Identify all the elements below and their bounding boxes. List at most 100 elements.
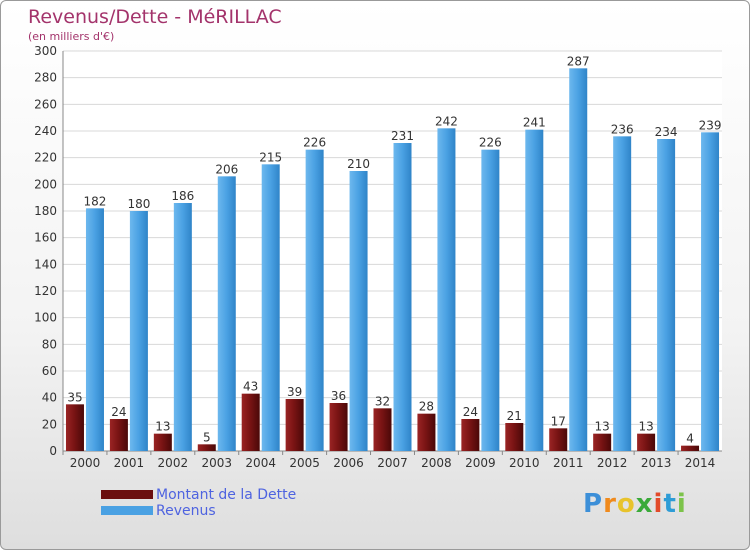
debt-value-label: 35 <box>67 390 82 404</box>
legend-swatch-revenue <box>101 506 153 515</box>
y-tick-label: 0 <box>49 444 57 458</box>
revenue-value-label: 242 <box>435 114 458 128</box>
logo-letter: o <box>616 489 636 519</box>
x-tick-label: 2000 <box>70 456 101 470</box>
y-tick-label: 220 <box>34 151 57 165</box>
debt-value-label: 39 <box>287 385 302 399</box>
logo-letter: i <box>653 489 664 519</box>
revenue-value-label: 186 <box>171 189 194 203</box>
revenue-value-label: 206 <box>215 162 238 176</box>
x-tick-label: 2007 <box>377 456 408 470</box>
debt-value-label: 13 <box>155 420 170 434</box>
revenue-bar <box>569 68 588 451</box>
logo-letter: r <box>603 489 617 519</box>
revenue-bar <box>481 149 500 451</box>
y-tick-label: 100 <box>34 311 57 325</box>
chart-subtitle: (en milliers d'€) <box>28 30 115 43</box>
legend-label-debt: Montant de la Dette <box>156 487 297 503</box>
revenue-value-label: 231 <box>391 129 414 143</box>
y-tick-label: 140 <box>34 257 57 271</box>
revenue-value-label: 287 <box>567 54 590 68</box>
revenue-bar <box>173 203 192 451</box>
debt-bar <box>417 413 436 451</box>
revenue-bar <box>129 211 148 451</box>
x-tick-label: 2005 <box>289 456 320 470</box>
x-tick-label: 2011 <box>553 456 584 470</box>
debt-bar <box>65 404 84 451</box>
y-tick-label: 60 <box>42 364 57 378</box>
x-tick-label: 2013 <box>641 456 672 470</box>
debt-value-label: 36 <box>331 389 346 403</box>
debt-value-label: 24 <box>463 405 478 419</box>
revenue-value-label: 226 <box>479 136 502 150</box>
debt-value-label: 17 <box>551 414 566 428</box>
logo-letter: t <box>663 489 677 519</box>
debt-bar <box>681 445 700 451</box>
revenue-bar <box>701 132 720 452</box>
y-tick-label: 20 <box>42 417 57 431</box>
x-tick-label: 2004 <box>245 456 276 470</box>
grid-lines <box>63 50 722 452</box>
axes: 0 20 40 60 80 100 120 140 160 180 200 220 240 260 280 3… <box>34 44 722 470</box>
x-tick-label: 2006 <box>333 456 364 470</box>
revenue-value-label: 236 <box>611 122 634 136</box>
y-tick-label: 300 <box>34 44 57 58</box>
debt-value-label: 43 <box>243 380 258 394</box>
revenue-bar <box>657 139 676 451</box>
debt-value-label: 5 <box>203 430 211 444</box>
debt-bar <box>593 433 612 451</box>
debt-bar <box>109 419 128 451</box>
debt-value-label: 13 <box>638 420 653 434</box>
debt-value-label: 24 <box>111 405 126 419</box>
revenue-bar <box>85 208 104 451</box>
debt-bar <box>637 433 656 451</box>
debt-bar <box>373 408 392 451</box>
revenue-bar <box>525 129 544 451</box>
x-tick-label: 2008 <box>421 456 452 470</box>
legend-swatch-debt <box>101 490 153 499</box>
plot-background <box>63 51 722 451</box>
y-tick-label: 80 <box>42 337 57 351</box>
revenue-value-label: 241 <box>523 116 546 130</box>
revenue-value-label: 182 <box>84 194 107 208</box>
revenue-bar <box>613 136 632 452</box>
y-tick-label: 160 <box>34 231 57 245</box>
revenue-bar <box>349 171 368 451</box>
y-tick-label: 200 <box>34 177 57 191</box>
proxiti-logo: Proxiti <box>583 489 687 519</box>
data-labels: 35 182 24 180 13 186 5 206 43 215 39 226 36 210 32 231 2… <box>67 54 721 445</box>
logo-letter: i <box>676 489 687 519</box>
x-tick-label: 2014 <box>685 456 716 470</box>
debt-value-label: 32 <box>375 394 390 408</box>
debt-bar <box>197 444 216 451</box>
y-tick-label: 180 <box>34 204 57 218</box>
x-tick-label: 2012 <box>597 456 628 470</box>
y-tick-label: 280 <box>34 71 57 85</box>
revenue-value-label: 234 <box>655 125 678 139</box>
debt-bar <box>505 423 524 451</box>
chart-title: Revenus/Dette - MéRILLAC <box>28 6 282 28</box>
revenue-bar <box>393 143 412 451</box>
y-tick-label: 240 <box>34 124 57 138</box>
y-tick-label: 40 <box>42 391 57 405</box>
x-tick-label: 2009 <box>465 456 496 470</box>
debt-bar <box>461 419 480 451</box>
debt-value-label: 4 <box>686 432 694 446</box>
debt-bar <box>241 393 260 451</box>
revenue-bar <box>217 176 236 452</box>
debt-bar <box>285 399 304 451</box>
logo-letter: x <box>635 489 654 519</box>
x-tick-label: 2002 <box>158 456 189 470</box>
debt-value-label: 13 <box>595 420 610 434</box>
revenue-bar <box>261 164 280 452</box>
debt-bar <box>329 403 348 451</box>
revenue-value-label: 180 <box>127 197 150 211</box>
revenue-value-label: 239 <box>699 118 722 132</box>
y-tick-label: 120 <box>34 284 57 298</box>
bars <box>65 68 720 452</box>
debt-value-label: 28 <box>419 400 434 414</box>
x-tick-label: 2010 <box>509 456 540 470</box>
x-tick-label: 2003 <box>201 456 232 470</box>
